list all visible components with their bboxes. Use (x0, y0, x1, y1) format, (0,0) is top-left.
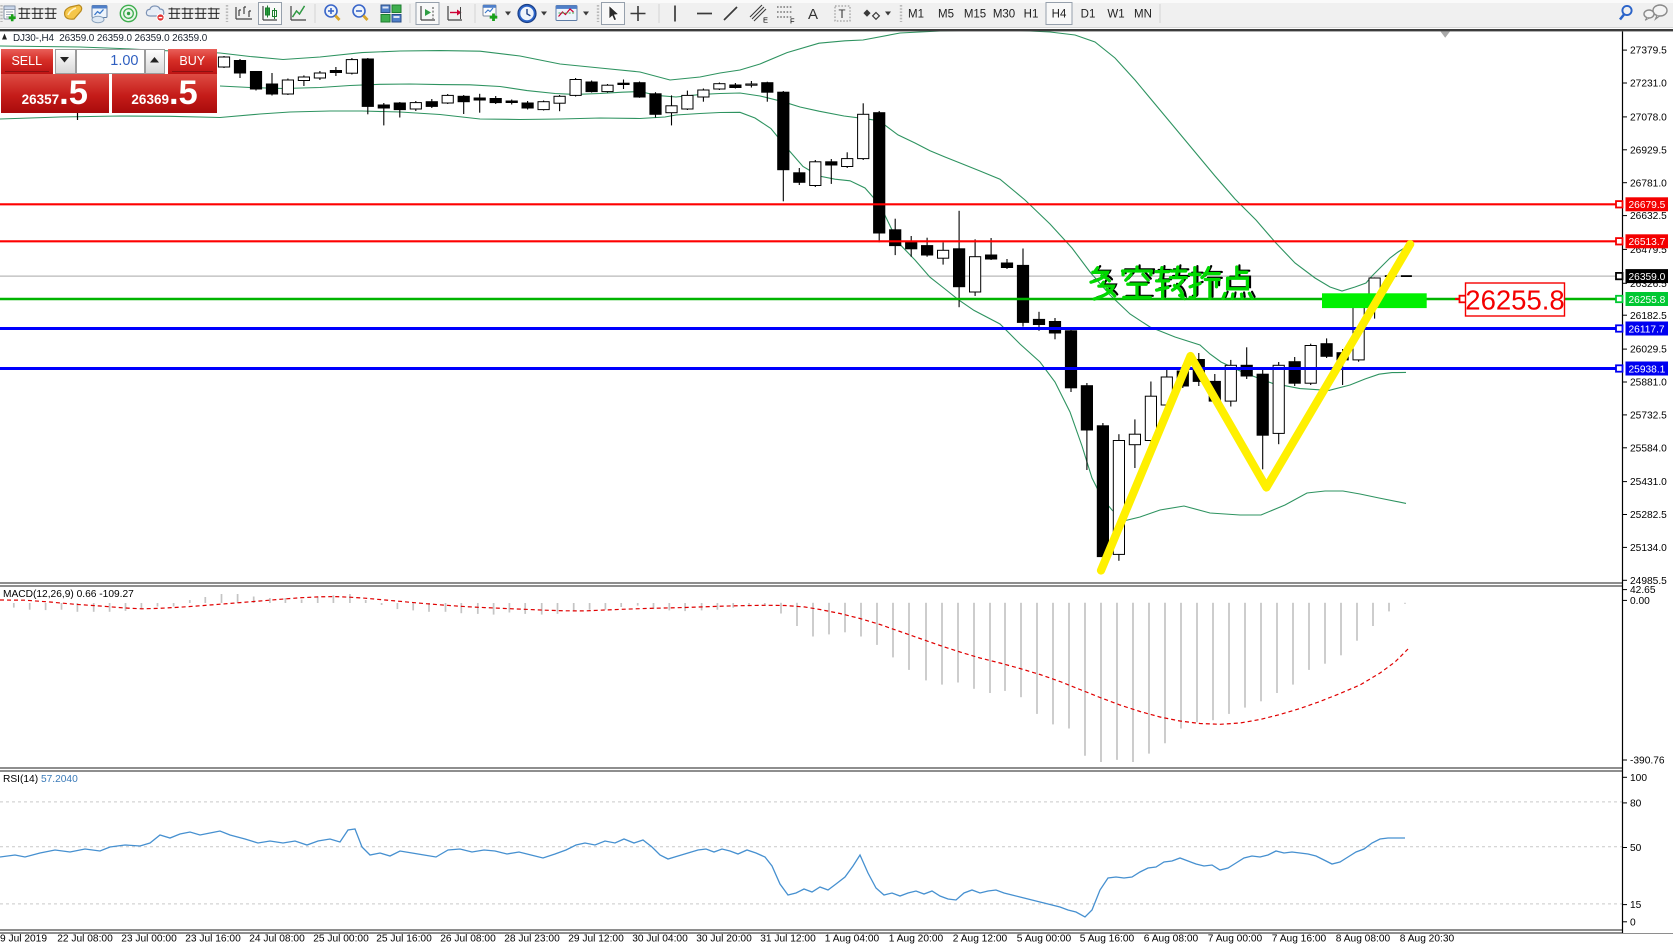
svg-text:A: A (808, 6, 818, 23)
svg-text:6 Aug 08:00: 6 Aug 08:00 (1144, 934, 1199, 945)
svg-text:1 Aug 20:00: 1 Aug 20:00 (889, 934, 944, 945)
svg-text:25 Jul 16:00: 25 Jul 16:00 (376, 934, 432, 945)
svg-text:28 Jul 23:00: 28 Jul 23:00 (504, 934, 560, 945)
svg-text:H1: H1 (1024, 9, 1039, 21)
svg-text:27379.5: 27379.5 (1630, 46, 1667, 57)
svg-text:26781.0: 26781.0 (1630, 178, 1667, 189)
svg-text:26479.5: 26479.5 (1630, 245, 1667, 256)
svg-text:26117.7: 26117.7 (1629, 324, 1665, 335)
svg-text:27231.0: 27231.0 (1630, 79, 1667, 90)
svg-text:W1: W1 (1107, 9, 1124, 21)
svg-text:31 Jul 12:00: 31 Jul 12:00 (760, 934, 816, 945)
svg-text:50: 50 (1630, 843, 1642, 854)
svg-text:100: 100 (1630, 773, 1647, 784)
svg-text:RSI(14) 57.2040: RSI(14) 57.2040 (3, 774, 78, 785)
svg-text:DJ30-,H4 26359.0 26359.0 2635: DJ30-,H4 26359.0 26359.0 26359.0 26359.0 (13, 33, 208, 44)
svg-text:D1: D1 (1081, 9, 1096, 21)
svg-text:26326.5: 26326.5 (1630, 279, 1667, 290)
svg-text:30 Jul 04:00: 30 Jul 04:00 (632, 934, 688, 945)
svg-text:8 Aug 20:30: 8 Aug 20:30 (1400, 934, 1455, 945)
svg-text:F: F (790, 17, 795, 26)
svg-text:9 Jul 2019: 9 Jul 2019 (0, 934, 47, 945)
svg-text:M15: M15 (964, 9, 986, 21)
svg-text:M30: M30 (993, 9, 1015, 21)
svg-text:30 Jul 20:00: 30 Jul 20:00 (696, 934, 752, 945)
svg-text:7 Aug 16:00: 7 Aug 16:00 (1272, 934, 1327, 945)
svg-text:H4: H4 (1052, 9, 1067, 21)
svg-text:29 Jul 12:00: 29 Jul 12:00 (568, 934, 624, 945)
svg-text:25431.0: 25431.0 (1630, 477, 1667, 488)
svg-text:25282.5: 25282.5 (1630, 510, 1667, 521)
svg-text:27078.0: 27078.0 (1630, 113, 1667, 124)
svg-text:MACD(12,26,9) 0.66 -109.27: MACD(12,26,9) 0.66 -109.27 (3, 589, 134, 600)
svg-text:26182.5: 26182.5 (1630, 311, 1667, 322)
svg-text:T: T (839, 9, 846, 21)
svg-text:80: 80 (1630, 799, 1642, 810)
svg-text:24 Jul 08:00: 24 Jul 08:00 (249, 934, 305, 945)
svg-text:26513.7: 26513.7 (1629, 237, 1666, 248)
svg-text:26359.0: 26359.0 (1629, 272, 1666, 283)
svg-text:25881.0: 25881.0 (1630, 378, 1667, 389)
svg-text:7 Aug 00:00: 7 Aug 00:00 (1208, 934, 1263, 945)
svg-text:25584.0: 25584.0 (1630, 443, 1667, 454)
svg-text:26 Jul 08:00: 26 Jul 08:00 (440, 934, 496, 945)
svg-text:26255.8: 26255.8 (1629, 295, 1666, 306)
svg-text:26255.8: 26255.8 (1465, 285, 1564, 316)
svg-text:0.00: 0.00 (1630, 596, 1650, 607)
svg-text:2 Aug 12:00: 2 Aug 12:00 (953, 934, 1008, 945)
svg-text:1 Aug 04:00: 1 Aug 04:00 (825, 934, 880, 945)
svg-text:0: 0 (1630, 917, 1636, 928)
svg-text:26929.5: 26929.5 (1630, 145, 1667, 156)
svg-text:24985.5: 24985.5 (1630, 576, 1667, 587)
svg-text:42.65: 42.65 (1630, 585, 1656, 596)
svg-text:M1: M1 (908, 9, 924, 21)
svg-text:-390.76: -390.76 (1630, 756, 1665, 767)
svg-text:26029.5: 26029.5 (1630, 345, 1667, 356)
svg-text:23 Jul 16:00: 23 Jul 16:00 (185, 934, 241, 945)
svg-text:5 Aug 16:00: 5 Aug 16:00 (1080, 934, 1135, 945)
svg-text:25732.5: 25732.5 (1630, 411, 1667, 422)
svg-text:M5: M5 (938, 9, 954, 21)
svg-text:MN: MN (1134, 9, 1152, 21)
svg-text:5 Aug 00:00: 5 Aug 00:00 (1017, 934, 1072, 945)
svg-text:E: E (763, 16, 768, 25)
svg-text:25134.0: 25134.0 (1630, 543, 1667, 554)
svg-text:25938.1: 25938.1 (1629, 364, 1666, 375)
svg-text:15: 15 (1630, 900, 1642, 911)
svg-text:26679.5: 26679.5 (1629, 200, 1666, 211)
svg-text:25 Jul 00:00: 25 Jul 00:00 (313, 934, 369, 945)
svg-text:22 Jul 08:00: 22 Jul 08:00 (57, 934, 113, 945)
svg-text:26632.5: 26632.5 (1630, 211, 1667, 222)
svg-text:23 Jul 00:00: 23 Jul 00:00 (121, 934, 177, 945)
svg-text:8 Aug 08:00: 8 Aug 08:00 (1336, 934, 1391, 945)
